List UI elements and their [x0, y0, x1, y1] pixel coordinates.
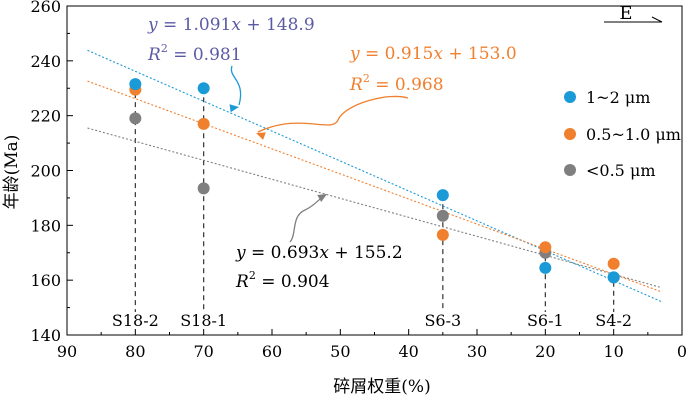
sample-label: S6-3	[424, 311, 461, 330]
x-axis-label: 碎屑权重(%)	[333, 377, 430, 397]
legend-marker	[564, 128, 576, 140]
x-tick-label: 40	[398, 342, 418, 361]
arrow-head	[317, 194, 327, 202]
y-tick-label: 180	[30, 216, 61, 235]
regression-line	[87, 49, 662, 303]
regression-line	[87, 80, 662, 293]
r-squared: R2 = 0.981	[147, 42, 242, 65]
data-point	[607, 257, 620, 270]
data-point	[436, 228, 449, 241]
x-tick-label: 0	[677, 342, 687, 361]
legend-label: <0.5 μm	[586, 161, 656, 180]
sample-label: S4-2	[595, 311, 632, 330]
data-point	[197, 117, 210, 130]
regression-equation: y = 0.915x + 153.0	[349, 44, 517, 64]
y-tick-label: 140	[30, 326, 61, 345]
x-tick-label: 30	[467, 342, 487, 361]
r-squared: R2 = 0.968	[349, 72, 444, 95]
y-tick-label: 260	[30, 0, 61, 16]
x-tick-label: 60	[262, 342, 282, 361]
regression-line	[87, 127, 662, 289]
legend: 1~2 μm 0.5~1.0 μm <0.5 μm	[564, 88, 681, 180]
regression-equation: y = 0.693x + 155.2	[235, 243, 403, 263]
y-tick-label: 240	[30, 52, 61, 71]
x-tick-label: 90	[57, 342, 77, 361]
sample-guide-lines: S18-2 S18-1 S6-3 S6-1 S4-2	[112, 84, 632, 330]
y-tick-label: 160	[30, 271, 61, 290]
x-tick-label: 80	[125, 342, 145, 361]
y-tick-label: 200	[30, 162, 61, 181]
annotation-arrow	[257, 95, 409, 133]
data-point	[436, 189, 449, 202]
data-point	[607, 271, 620, 284]
legend-label: 0.5~1.0 μm	[586, 125, 681, 144]
r-squared: R2 = 0.904	[235, 269, 330, 292]
x-tick-label: 50	[330, 342, 350, 361]
data-point	[197, 182, 210, 195]
direction-label: E	[619, 3, 632, 24]
legend-marker	[564, 164, 576, 176]
arrow-head	[229, 104, 239, 113]
direction-arrow	[604, 16, 663, 23]
legend-marker	[564, 91, 576, 103]
data-points	[129, 78, 620, 284]
data-point	[197, 82, 210, 95]
sample-label: S18-2	[112, 311, 159, 330]
x-tick-label: 10	[603, 342, 623, 361]
direction-indicator: E	[604, 3, 663, 24]
data-point	[539, 261, 552, 274]
sample-label: S18-1	[180, 311, 227, 330]
data-point	[129, 112, 142, 125]
data-point	[129, 78, 142, 91]
sample-label: S6-1	[527, 311, 564, 330]
data-point	[539, 241, 552, 254]
annotations: y = 1.091x + 148.9 R2 = 0.981 y = 0.915x +…	[147, 15, 517, 292]
regression-equation: y = 1.091x + 148.9	[147, 15, 315, 35]
axes: 90 80 70 60 50 40 30 20 10 0 140 160 180 200 220 240 260	[30, 0, 687, 361]
annotation-arrow	[230, 65, 242, 106]
arrow-head	[256, 132, 266, 140]
legend-label: 1~2 μm	[586, 88, 650, 107]
x-tick-label: 70	[193, 342, 213, 361]
annotation-arrow	[289, 194, 326, 243]
y-tick-label: 220	[30, 107, 61, 126]
data-point	[436, 209, 449, 222]
y-axis-label: 年龄(Ma)	[2, 135, 22, 210]
regression-lines	[87, 49, 662, 303]
x-tick-label: 20	[535, 342, 555, 361]
